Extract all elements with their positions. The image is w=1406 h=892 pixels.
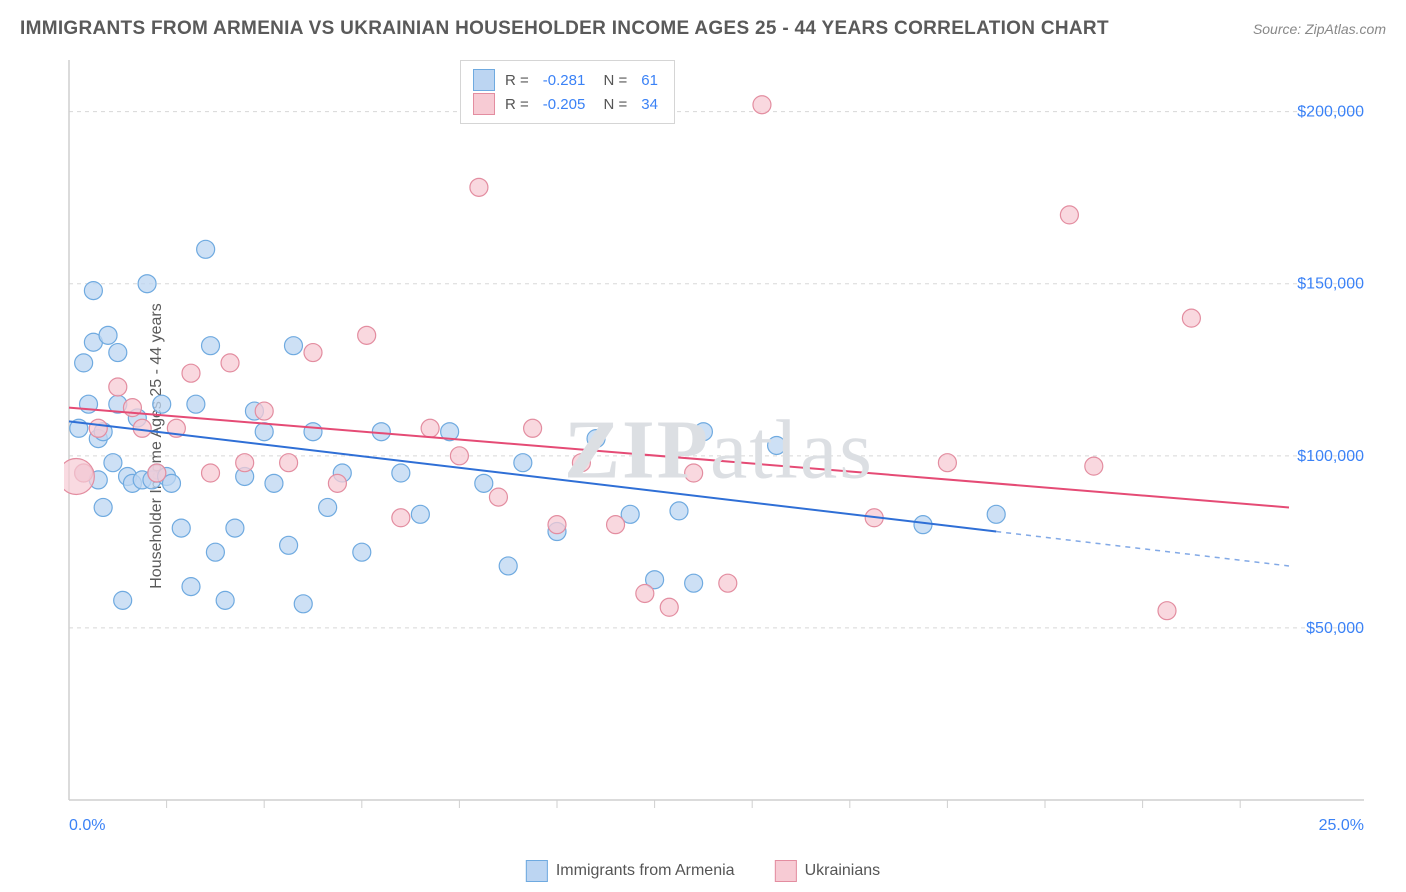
n-label: N =	[599, 96, 627, 113]
source-label: Source:	[1253, 21, 1305, 37]
header-row: IMMIGRANTS FROM ARMENIA VS UKRAINIAN HOU…	[20, 18, 1386, 40]
stats-row-series-2: R = -0.205 N = 34	[473, 93, 662, 115]
legend-swatch-1	[526, 860, 548, 882]
svg-text:$100,000: $100,000	[1297, 448, 1364, 465]
correlation-stats-box: R = -0.281 N = 61 R = -0.205 N = 34	[460, 60, 675, 124]
r-label: R =	[505, 72, 529, 89]
swatch-series-2	[473, 93, 495, 115]
n-value-2: 34	[637, 96, 662, 113]
scatter-chart: $50,000 $100,000 $150,000 $200,000 0.0% 25.0%	[64, 55, 1374, 845]
bottom-legend: Immigrants from Armenia Ukrainians	[526, 860, 880, 882]
svg-text:$150,000: $150,000	[1297, 276, 1364, 293]
svg-text:$200,000: $200,000	[1297, 104, 1364, 121]
swatch-series-1	[473, 69, 495, 91]
stats-row-series-1: R = -0.281 N = 61	[473, 69, 662, 91]
chart-title: IMMIGRANTS FROM ARMENIA VS UKRAINIAN HOU…	[20, 18, 1109, 40]
n-value-1: 61	[637, 72, 662, 89]
legend-item-1: Immigrants from Armenia	[526, 860, 735, 882]
legend-label-1: Immigrants from Armenia	[556, 862, 735, 880]
chart-area: $50,000 $100,000 $150,000 $200,000 0.0% 25.0%…	[64, 55, 1374, 845]
r-label: R =	[505, 96, 529, 113]
legend-item-2: Ukrainians	[775, 860, 881, 882]
source-name: ZipAtlas.com	[1305, 21, 1386, 37]
n-label: N =	[599, 72, 627, 89]
svg-text:$50,000: $50,000	[1306, 620, 1364, 637]
svg-text:0.0%: 0.0%	[69, 817, 105, 834]
r-value-1: -0.281	[539, 72, 590, 89]
legend-label-2: Ukrainians	[805, 862, 881, 880]
r-value-2: -0.205	[539, 96, 590, 113]
svg-text:25.0%: 25.0%	[1319, 817, 1364, 834]
source-credit: Source: ZipAtlas.com	[1253, 21, 1386, 37]
legend-swatch-2	[775, 860, 797, 882]
